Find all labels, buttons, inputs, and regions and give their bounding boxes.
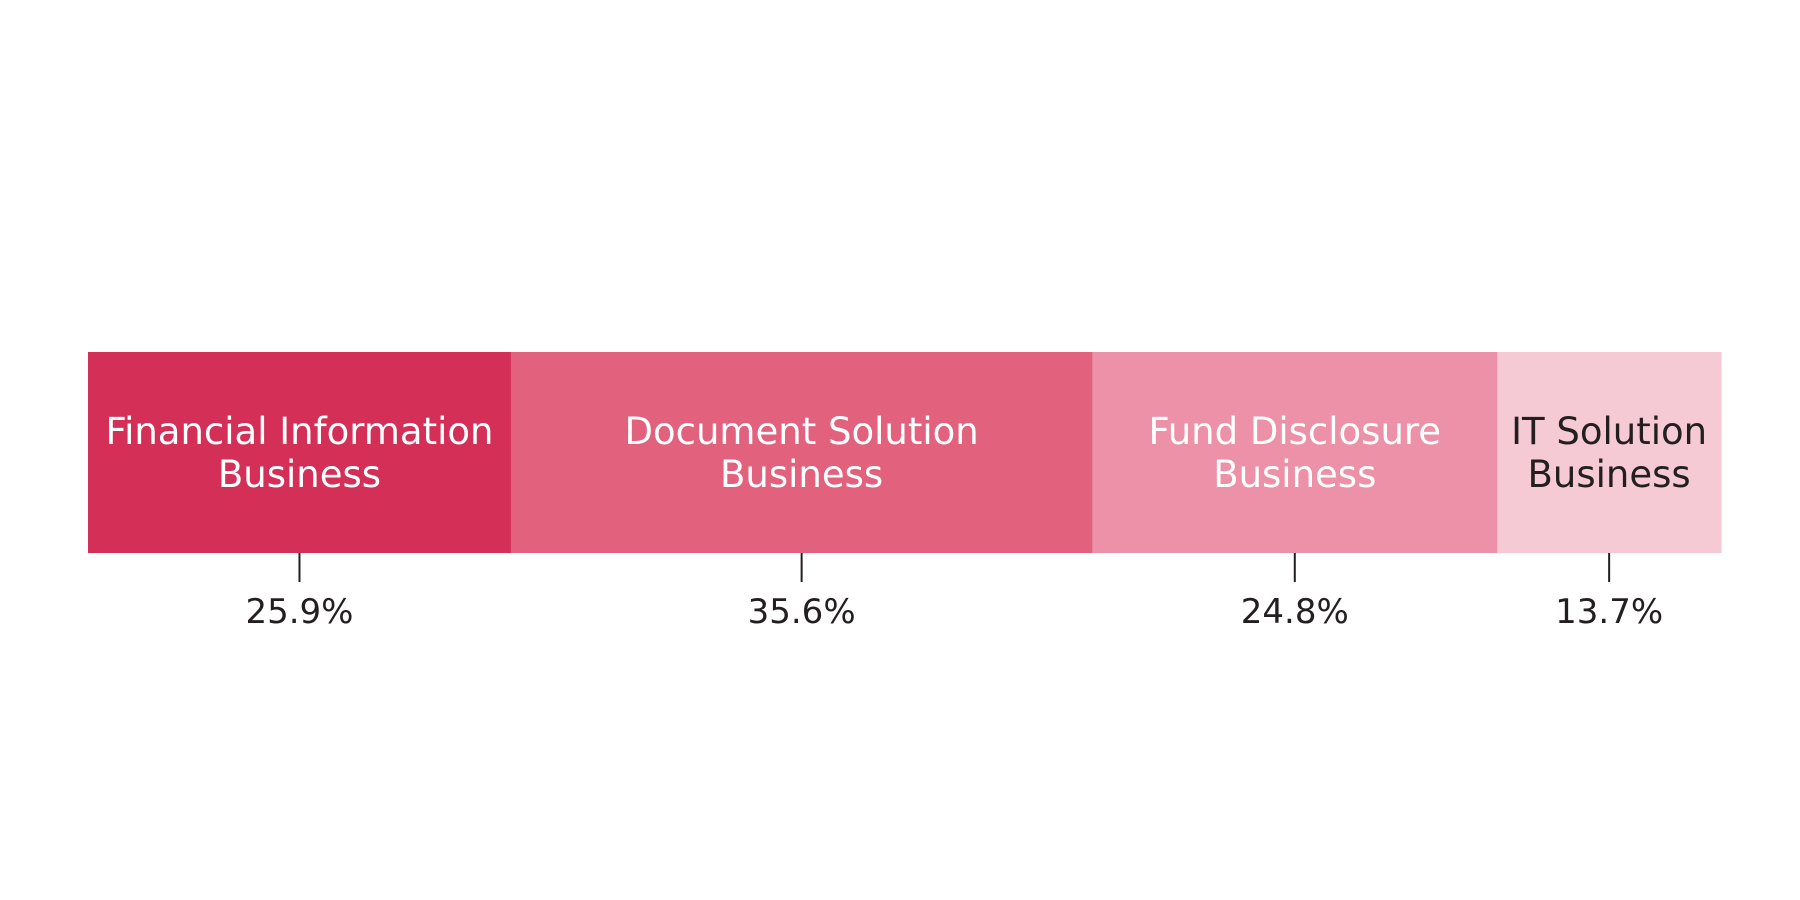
value-label-it-solution-business: 13.7% (1555, 592, 1663, 632)
bar-segment-fund-disclosure-business (1092, 352, 1498, 553)
segment-label-financial-information-business: Financial Information Business (105, 410, 493, 496)
value-label-fund-disclosure-business: 24.8% (1241, 592, 1349, 632)
segment-label-line: IT Solution (1511, 410, 1707, 453)
segment-label-line: Business (218, 453, 381, 496)
value-ticks (298, 553, 1611, 582)
bar-segment-financial-information-business (88, 352, 512, 553)
segment-label-line: Fund Disclosure (1148, 410, 1441, 453)
segment-label-line: Financial Information (105, 410, 493, 453)
segment-label-line: Business (1213, 453, 1376, 496)
segment-label-line: Business (1528, 453, 1691, 496)
value-label-document-solution-business: 35.6% (748, 592, 856, 632)
segment-label-line: Business (720, 453, 883, 496)
segment-label-document-solution-business: Document Solution Business (625, 410, 979, 496)
value-label-financial-information-business: 25.9% (245, 592, 353, 632)
segment-label-it-solution-business: IT Solution Business (1511, 410, 1707, 496)
bar-segment-it-solution-business (1497, 352, 1722, 553)
bar-segments (88, 352, 1722, 553)
segment-label-fund-disclosure-business: Fund Disclosure Business (1148, 410, 1441, 496)
value-labels: 25.9% 35.6% 24.8% 13.7% (245, 592, 1663, 632)
segment-label-line: Document Solution (625, 410, 979, 453)
bar-segment-document-solution-business (510, 352, 1093, 553)
